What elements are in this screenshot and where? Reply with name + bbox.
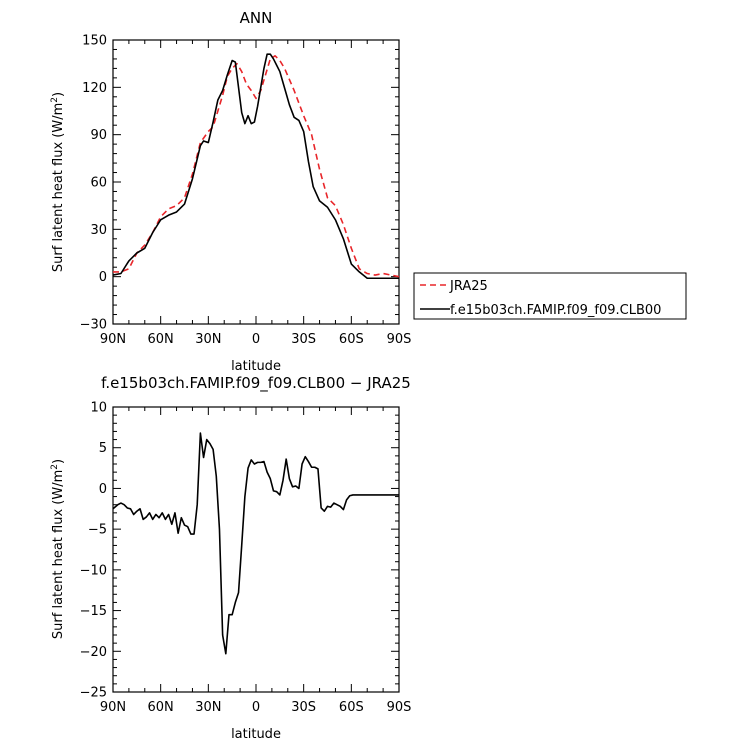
bottom-y-tick-label: −15	[80, 604, 107, 619]
bottom-y-tick-label: −5	[88, 523, 107, 538]
top-x-tick-label: 90S	[387, 332, 412, 347]
top-x-tick-label: 90N	[100, 332, 126, 347]
top-y-tick-label: 0	[99, 270, 107, 285]
top-y-tick-label: 150	[82, 34, 107, 49]
bottom-y-axis-label-main: Surf latent heat flux (W/m	[51, 470, 66, 639]
top-y-axis-label-close: )	[51, 92, 66, 97]
top-series-line-2	[112, 53, 399, 280]
top-y-tick-label: 30	[90, 223, 107, 238]
top-x-tick-label: 30S	[291, 332, 316, 347]
bottom-x-tick-label: 90N	[100, 700, 126, 715]
legend: JRA25 f.e15b03ch.FAMIP.f09_f09.CLB00	[413, 272, 687, 320]
top-chart-title: ANN	[240, 9, 273, 27]
bottom-y-axis-label: Surf latent heat flux (W/m2)	[50, 459, 66, 639]
top-y-axis-label: Surf latent heat flux (W/m2)	[50, 92, 66, 272]
top-plot-frame	[112, 39, 400, 325]
bottom-series-line-1	[112, 432, 399, 655]
legend-label-model: f.e15b03ch.FAMIP.f09_f09.CLB00	[450, 303, 661, 318]
legend-label-jra25: JRA25	[449, 279, 488, 294]
bottom-y-tick-label: 10	[90, 401, 107, 416]
bottom-x-tick-label: 30S	[291, 700, 316, 715]
bottom-y-tick-label: −20	[80, 645, 107, 660]
bottom-chart-title: f.e15b03ch.FAMIP.f09_f09.CLB00 − JRA25	[101, 374, 411, 393]
top-series-line-1	[113, 54, 400, 278]
top-y-axis-label-main: Surf latent heat flux (W/m	[51, 103, 66, 272]
top-y-tick-label: 60	[90, 176, 107, 191]
bottom-y-tick-label: −25	[80, 686, 107, 701]
top-plot-area: 90N 60N 30N 0 30S 60S 90S −30 0 30 60 90 120 150	[80, 34, 412, 348]
top-chart: ANN 90N 60N 30N 0 30S 60S 90S−300306090120150 …	[50, 9, 411, 374]
top-y-tick-label: −30	[80, 318, 107, 333]
bottom-x-tick-label: 60S	[339, 700, 364, 715]
bottom-y-tick-label: 5	[99, 441, 107, 456]
top-x-tick-label: 0	[252, 332, 260, 347]
legend-box	[413, 272, 687, 320]
top-x-tick-label: 30N	[195, 332, 221, 347]
top-y-tick-label: 90	[90, 128, 107, 143]
bottom-x-tick-label: 90S	[387, 700, 412, 715]
top-y-tick-label: 120	[82, 81, 107, 96]
bottom-plot-frame	[112, 406, 400, 693]
bottom-x-tick-label: 30N	[195, 700, 221, 715]
bottom-plot-area: 90N 60N 30N 0 30S 60S 90S −25 −20 −15 −10 −5 0 5 10	[80, 401, 412, 716]
bottom-x-tick-label: 60N	[148, 700, 174, 715]
bottom-x-axis-label: latitude	[231, 727, 281, 742]
bottom-y-tick-label: −10	[80, 563, 107, 578]
bottom-y-axis-label-close: )	[51, 459, 66, 464]
bottom-x-tick-label: 0	[252, 700, 260, 715]
bottom-y-tick-label: 0	[99, 482, 107, 497]
top-x-tick-label: 60N	[148, 332, 174, 347]
top-x-axis-label: latitude	[231, 359, 281, 374]
bottom-chart: f.e15b03ch.FAMIP.f09_f09.CLB00 − JRA25 9…	[50, 374, 411, 742]
bottom-y-axis-label-superscript: 2	[50, 464, 60, 470]
top-x-tick-label: 60S	[339, 332, 364, 347]
top-y-axis-label-superscript: 2	[50, 97, 60, 103]
